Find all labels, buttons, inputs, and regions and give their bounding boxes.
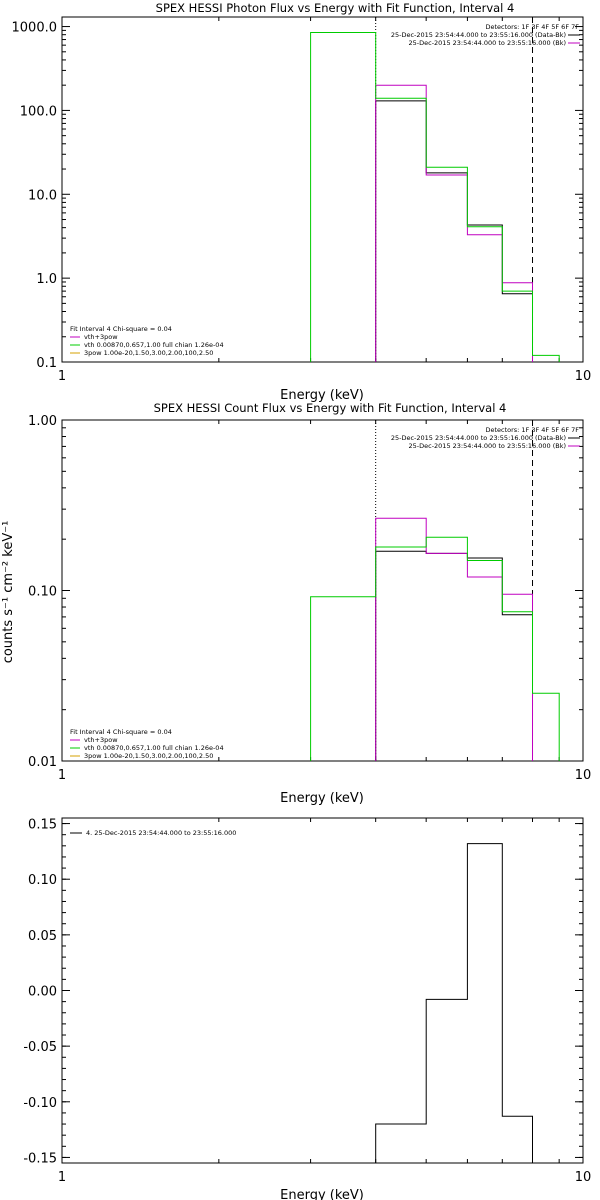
residual-xtick-label-1: 10 [575, 1170, 592, 1185]
photon-flux-fit-total: vth+3pow [84, 333, 118, 341]
count-flux-title: SPEX HESSI Count Flux vs Energy with Fit… [154, 401, 507, 415]
photon-flux-xtick-label-1: 10 [575, 369, 592, 384]
photon-flux-series-2 [310, 32, 560, 362]
count-flux-ytick-label-0: 0.01 [28, 755, 57, 770]
count-flux-plot-frame [61, 419, 584, 762]
count-flux-xlabel: Energy (keV) [280, 791, 364, 806]
count-flux-axes: 0.01 0.10 1.00 1 10 [28, 414, 591, 783]
count-flux-xtick-label-0: 1 [58, 768, 66, 783]
count-flux-fit-3pow: 3pow 1.00e-20,1.50,3.00,2.00,100,2.50 [84, 752, 213, 760]
photon-flux-panel: SPEX HESSI Photon Flux vs Energy with Fi… [12, 1, 592, 403]
residual-series-0 [375, 843, 533, 1163]
count-flux-fit-vth: vth 0.00870,0.657,1.00 full chian 1.26e-… [84, 744, 224, 752]
count-flux-fit-info: Fit Interval 4 Chi-square = 0.04 vth+3po… [70, 728, 224, 760]
residual-panel: -0.15 -0.10 -0.05 0.00 0.05 0.10 0.15 1 10 4. 25… [23, 817, 591, 1200]
photon-flux-series [310, 32, 560, 362]
photon-flux-fit-vth: vth 0.00870,0.657,1.00 full chian 1.26e-… [84, 341, 224, 349]
count-flux-series [310, 517, 560, 761]
count-flux-series-1 [375, 517, 533, 761]
count-flux-ytick-label-1: 0.10 [28, 585, 57, 600]
count-flux-fit-interval: Fit Interval 4 Chi-square = 0.04 [70, 728, 172, 736]
photon-flux-xlabel: Energy (keV) [280, 388, 364, 403]
photon-flux-fit-interval: Fit Interval 4 Chi-square = 0.04 [70, 325, 172, 333]
photon-flux-bk-interval: 25-Dec-2015 23:54:44.000 to 23:55:16.000… [409, 39, 567, 47]
photon-flux-xtick-label-0: 1 [58, 369, 66, 384]
photon-flux-range-lines [375, 17, 534, 362]
residual-axes: -0.15 -0.10 -0.05 0.00 0.05 0.10 0.15 1 10 [23, 818, 591, 1185]
photon-flux-plot-frame [61, 16, 584, 363]
count-flux-series-2 [310, 536, 560, 761]
photon-flux-series-0 [375, 100, 533, 362]
count-flux-detectors: Detectors: 1F 3F 4F 5F 6F 7F [485, 426, 579, 434]
count-flux-range-lines [375, 420, 534, 761]
photon-flux-fit-3pow: 3pow 1.00e-20,1.50,3.00,2.00,100,2.50 [84, 349, 213, 357]
count-flux-xtick-label-1: 10 [575, 768, 592, 783]
photon-flux-fit-info: Fit Interval 4 Chi-square = 0.04 vth+3po… [70, 325, 224, 357]
count-flux-fit-total: vth+3pow [84, 736, 118, 744]
photon-flux-ytick-label-4: 1000.0 [12, 21, 58, 36]
photon-flux-detectors: Detectors: 1F 3F 4F 5F 6F 7F [485, 23, 579, 31]
residual-plot-frame [61, 817, 584, 1164]
residual-ytick-label-4: 0.05 [28, 929, 57, 944]
count-flux-bk-interval: 25-Dec-2015 23:54:44.000 to 23:55:16.000… [409, 442, 567, 450]
count-flux-ylabel: counts s⁻¹ cm⁻² keV⁻¹ [1, 521, 16, 664]
count-flux-panel: SPEX HESSI Count Flux vs Energy with Fit… [1, 401, 591, 806]
residual-legend-label: 4. 25-Dec-2015 23:54:44.000 to 23:55:16.… [86, 829, 236, 837]
photon-flux-data-interval: 25-Dec-2015 23:54:44.000 to 23:55:16.000… [391, 31, 566, 39]
residual-ytick-label-5: 0.10 [28, 873, 57, 888]
residual-xtick-label-0: 1 [58, 1170, 66, 1185]
photon-flux-title: SPEX HESSI Photon Flux vs Energy with Fi… [156, 1, 515, 15]
residual-ytick-label-2: -0.05 [23, 1040, 57, 1055]
residual-ytick-label-1: -0.10 [23, 1096, 57, 1111]
residual-series [375, 843, 533, 1163]
residual-xlabel: Energy (keV) [280, 1188, 364, 1200]
residual-ytick-label-3: 0.00 [28, 985, 57, 1000]
photon-flux-ytick-label-2: 10.0 [28, 188, 57, 203]
photon-flux-ytick-label-0: 0.1 [36, 356, 57, 371]
count-flux-series-0 [375, 550, 533, 761]
count-flux-ytick-label-2: 1.00 [28, 414, 57, 429]
photon-flux-ytick-label-3: 100.0 [20, 104, 57, 119]
photon-flux-axes: 0.1 1.0 10.0 100.0 1000.0 1 10 [12, 17, 592, 384]
count-flux-data-interval: 25-Dec-2015 23:54:44.000 to 23:55:16.000… [391, 434, 566, 442]
photon-flux-ytick-label-1: 1.0 [36, 272, 57, 287]
photon-flux-series-1 [375, 84, 533, 362]
residual-ytick-label-6: 0.15 [28, 818, 57, 833]
residual-ytick-label-0: -0.15 [23, 1151, 57, 1166]
